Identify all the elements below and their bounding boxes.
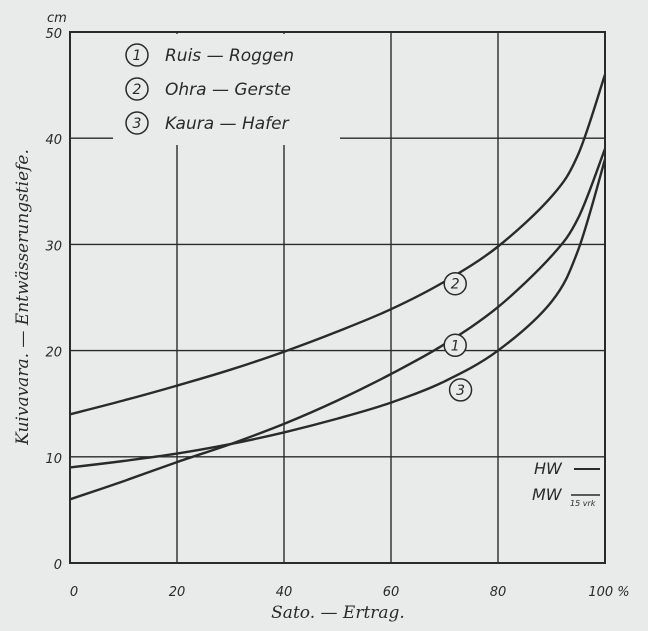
unit-label: cm	[47, 11, 67, 26]
legend-marker-2	[125, 77, 149, 101]
x-tick-label: 20	[169, 585, 186, 600]
y-tick-label: 10	[45, 452, 62, 467]
x-tick-label: 0	[70, 585, 78, 600]
hw-label: HW	[534, 459, 563, 478]
x-tick-label: 100 %	[588, 585, 629, 600]
y-tick-label: 0	[54, 558, 62, 573]
curve-label-circle	[448, 378, 473, 402]
y-axis-title: Kuivavara. — Entwässerungstiefe.	[13, 149, 33, 446]
curve-label-circle	[443, 333, 467, 358]
legend-entry-2: Ohra — Gerste	[165, 80, 291, 100]
curve-label-3: 3	[456, 383, 465, 399]
y-tick-label: 20	[45, 346, 62, 361]
y-tick-label: 30	[45, 239, 62, 254]
curves	[69, 74, 607, 501]
x-tick-label: 60	[383, 585, 400, 600]
legend-marker-1	[125, 43, 149, 67]
curve-label-circle	[443, 271, 467, 296]
mw-label: MW	[532, 485, 563, 504]
plot-frame	[69, 31, 606, 564]
legend-number: 2	[133, 82, 142, 98]
legend-box	[113, 34, 340, 145]
curve-label-2: 2	[451, 277, 460, 293]
legend-marker-3	[125, 111, 149, 135]
y-tick-label: 50	[45, 27, 62, 42]
y-tick-label: 40	[45, 133, 62, 148]
legend-number: 1	[133, 48, 142, 64]
water-level-legend: HW MW 15 vrk	[532, 459, 600, 508]
curve-3	[69, 159, 607, 469]
curve-labels: 2 1 3	[443, 271, 473, 402]
legend: 1 Ruis — Roggen 2 Ohra — Gerste 3 Kaura — Haf…	[125, 43, 294, 135]
x-tick-label: 40	[276, 585, 293, 600]
mw-subscript: 15 vrk	[570, 499, 596, 508]
tick-labels: 0 20 40 60 80 100 % 0 10 20 30 40 50	[45, 27, 629, 600]
curve-1	[69, 148, 607, 501]
curve-2	[69, 74, 607, 416]
curve-label-1: 1	[451, 338, 460, 354]
x-tick-label: 80	[490, 585, 507, 600]
x-axis-title: Sato. — Ertrag.	[271, 603, 405, 623]
legend-entry-1: Ruis — Roggen	[165, 46, 294, 66]
legend-entry-3: Kaura — Hafer	[165, 114, 290, 134]
legend-number: 3	[133, 116, 142, 132]
